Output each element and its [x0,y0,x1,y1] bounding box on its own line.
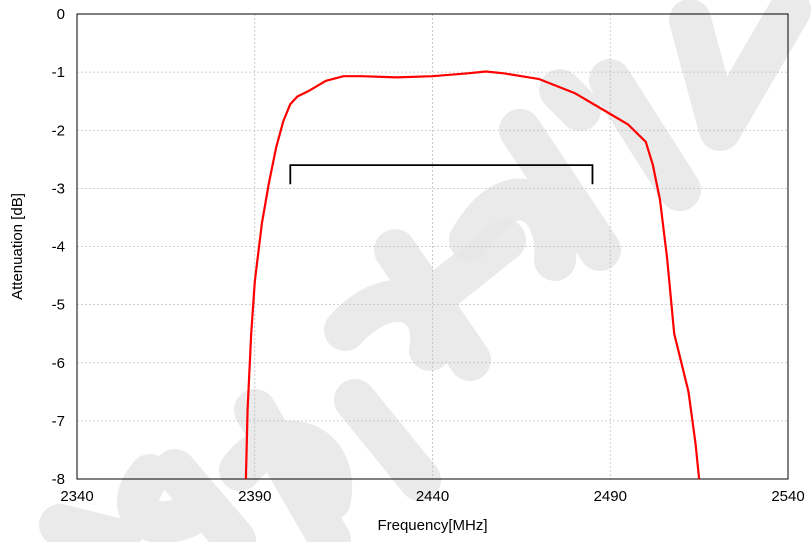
y-tick-label: -7 [52,413,65,430]
x-tick-label: 2540 [771,488,804,505]
y-tick-label: -6 [52,355,65,372]
attenuation-series-line [244,70,701,480]
y-tick-label: -1 [52,64,65,81]
y-tick-label: -4 [52,239,65,256]
x-tick-label: 2440 [416,488,449,505]
x-axis-title: Frequency[MHz] [377,517,487,534]
y-tick-label: -5 [52,297,65,314]
x-tick-labels: 2340 2390 2440 2490 2540 [60,488,804,505]
x-tick-label: 2390 [238,488,271,505]
passband-bracket [289,164,594,185]
y-tick-labels: 0 -1 -2 -3 -4 -5 -6 -7 -8 [52,6,65,488]
y-tick-label: -8 [52,471,65,488]
horizontal-gridlines [77,71,788,422]
watermark [39,0,811,542]
x-tick-label: 2340 [60,488,93,505]
x-tick-label: 2490 [594,488,627,505]
plot-area-frame [76,13,789,480]
y-axis-title: Attenuation [dB] [9,193,26,300]
y-tick-label: -3 [52,180,65,197]
y-tick-label: 0 [57,6,65,23]
y-tick-label: -2 [52,122,65,139]
